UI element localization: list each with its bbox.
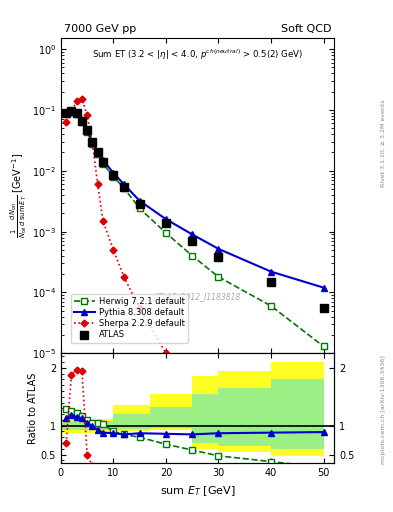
Pythia 8.308 default bbox=[79, 118, 84, 124]
Herwig 7.2.1 default bbox=[101, 161, 105, 167]
Legend: Herwig 7.2.1 default, Pythia 8.308 default, Sherpa 2.2.9 default, ATLAS: Herwig 7.2.1 default, Pythia 8.308 defau… bbox=[71, 294, 188, 343]
ATLAS bbox=[74, 110, 79, 116]
Herwig 7.2.1 default bbox=[163, 230, 168, 236]
ATLAS bbox=[137, 201, 142, 207]
Herwig 7.2.1 default bbox=[95, 151, 100, 157]
Sherpa 2.2.9 default bbox=[137, 305, 142, 311]
ATLAS bbox=[111, 172, 116, 178]
Y-axis label: $\frac{1}{N_\mathrm{ori}}\frac{dN_\mathrm{ori}}{d\,\mathrm{sum}\,E_T}$ [GeV$^{-1: $\frac{1}{N_\mathrm{ori}}\frac{dN_\mathr… bbox=[8, 153, 29, 239]
Pythia 8.308 default bbox=[74, 110, 79, 116]
Sherpa 2.2.9 default bbox=[69, 108, 74, 114]
Pythia 8.308 default bbox=[321, 285, 326, 291]
Sherpa 2.2.9 default bbox=[190, 382, 195, 388]
Pythia 8.308 default bbox=[111, 170, 116, 176]
Herwig 7.2.1 default bbox=[111, 174, 116, 180]
ATLAS bbox=[101, 159, 105, 165]
Pythia 8.308 default bbox=[163, 216, 168, 222]
Text: Rivet 3.1.10, ≥ 3.2M events: Rivet 3.1.10, ≥ 3.2M events bbox=[381, 99, 386, 187]
Pythia 8.308 default bbox=[69, 109, 74, 115]
Y-axis label: Ratio to ATLAS: Ratio to ATLAS bbox=[28, 373, 38, 444]
Herwig 7.2.1 default bbox=[90, 140, 95, 146]
Pythia 8.308 default bbox=[95, 148, 100, 154]
Sherpa 2.2.9 default bbox=[90, 140, 95, 146]
ATLAS bbox=[163, 220, 168, 226]
Text: Sum ET (3.2 < $|\eta|$ < 4.0, $p^{ch(neutral)}$ > 0.5(2) GeV): Sum ET (3.2 < $|\eta|$ < 4.0, $p^{ch(neu… bbox=[92, 48, 303, 62]
Sherpa 2.2.9 default bbox=[74, 98, 79, 104]
Line: Herwig 7.2.1 default: Herwig 7.2.1 default bbox=[63, 110, 326, 349]
Pythia 8.308 default bbox=[190, 231, 195, 238]
Sherpa 2.2.9 default bbox=[95, 181, 100, 187]
Herwig 7.2.1 default bbox=[137, 205, 142, 211]
Pythia 8.308 default bbox=[64, 110, 68, 116]
ATLAS bbox=[79, 118, 84, 124]
Herwig 7.2.1 default bbox=[64, 110, 68, 116]
ATLAS bbox=[190, 238, 195, 244]
Line: Sherpa 2.2.9 default: Sherpa 2.2.9 default bbox=[64, 97, 326, 499]
Pythia 8.308 default bbox=[90, 139, 95, 145]
Herwig 7.2.1 default bbox=[321, 343, 326, 349]
ATLAS bbox=[85, 127, 90, 134]
X-axis label: sum $E_T$ [GeV]: sum $E_T$ [GeV] bbox=[160, 484, 235, 498]
Sherpa 2.2.9 default bbox=[101, 218, 105, 224]
Line: Pythia 8.308 default: Pythia 8.308 default bbox=[63, 109, 327, 291]
Herwig 7.2.1 default bbox=[216, 274, 221, 280]
Pythia 8.308 default bbox=[101, 157, 105, 163]
Herwig 7.2.1 default bbox=[69, 109, 74, 115]
Text: ATLAS_2012_I1183818: ATLAS_2012_I1183818 bbox=[154, 292, 241, 301]
ATLAS bbox=[90, 139, 95, 145]
Sherpa 2.2.9 default bbox=[216, 411, 221, 417]
Pythia 8.308 default bbox=[216, 246, 221, 252]
ATLAS bbox=[321, 305, 326, 311]
Sherpa 2.2.9 default bbox=[64, 119, 68, 125]
Line: ATLAS: ATLAS bbox=[62, 108, 327, 312]
Pythia 8.308 default bbox=[269, 268, 274, 274]
Sherpa 2.2.9 default bbox=[79, 96, 84, 102]
Sherpa 2.2.9 default bbox=[163, 350, 168, 356]
Pythia 8.308 default bbox=[85, 127, 90, 134]
ATLAS bbox=[95, 150, 100, 156]
Sherpa 2.2.9 default bbox=[269, 454, 274, 460]
Herwig 7.2.1 default bbox=[190, 253, 195, 259]
Herwig 7.2.1 default bbox=[79, 119, 84, 125]
Text: Soft QCD: Soft QCD bbox=[281, 24, 331, 34]
Herwig 7.2.1 default bbox=[269, 303, 274, 309]
Sherpa 2.2.9 default bbox=[121, 274, 126, 280]
Herwig 7.2.1 default bbox=[74, 111, 79, 117]
ATLAS bbox=[64, 110, 68, 116]
Text: mcplots.cern.ch [arXiv:1306.3436]: mcplots.cern.ch [arXiv:1306.3436] bbox=[381, 355, 386, 464]
ATLAS bbox=[216, 254, 221, 260]
ATLAS bbox=[269, 279, 274, 285]
Herwig 7.2.1 default bbox=[121, 185, 126, 191]
Pythia 8.308 default bbox=[121, 181, 126, 187]
Pythia 8.308 default bbox=[137, 198, 142, 204]
Herwig 7.2.1 default bbox=[85, 129, 90, 135]
ATLAS bbox=[121, 183, 126, 189]
Text: 7000 GeV pp: 7000 GeV pp bbox=[64, 24, 136, 34]
ATLAS bbox=[69, 108, 74, 114]
Sherpa 2.2.9 default bbox=[111, 247, 116, 253]
Sherpa 2.2.9 default bbox=[321, 493, 326, 499]
Sherpa 2.2.9 default bbox=[85, 112, 90, 118]
